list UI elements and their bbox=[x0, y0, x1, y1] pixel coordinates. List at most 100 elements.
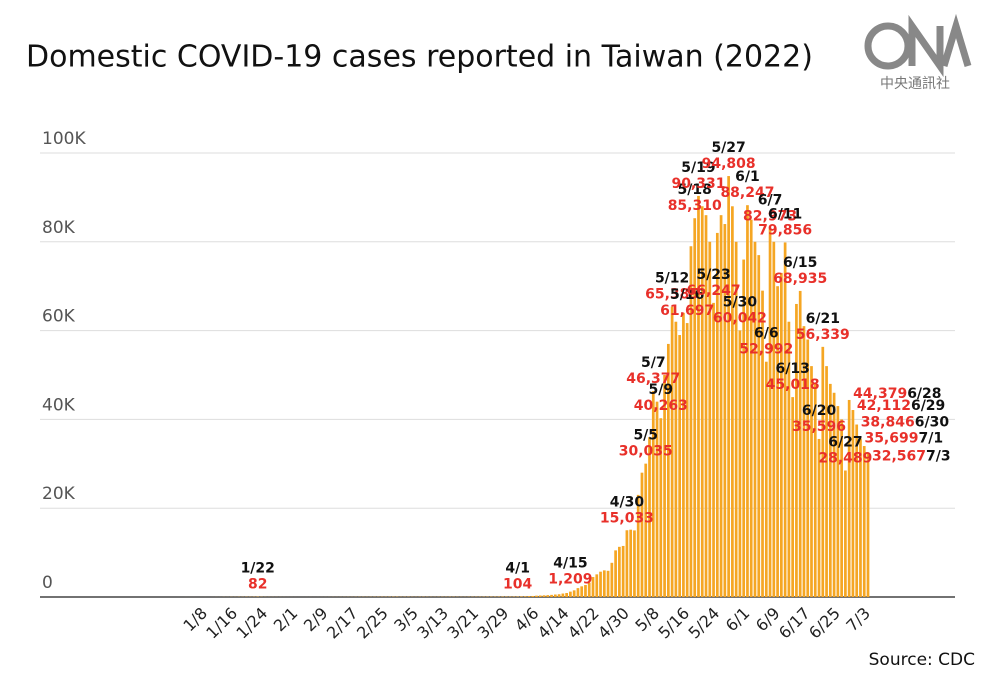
bar bbox=[810, 366, 813, 597]
bar bbox=[569, 591, 572, 597]
value-label: 85,310 bbox=[668, 198, 722, 214]
date-label: 1/22 bbox=[241, 561, 275, 577]
bar bbox=[866, 452, 870, 597]
bar bbox=[584, 585, 587, 597]
date-label: 5/27 bbox=[711, 140, 745, 156]
bar bbox=[700, 206, 704, 597]
value-label: 42,112 bbox=[857, 398, 911, 414]
date-label: 5/7 bbox=[641, 355, 666, 371]
value-label: 52,992 bbox=[739, 342, 793, 358]
date-label: 6/13 bbox=[775, 361, 809, 377]
bar bbox=[844, 470, 847, 597]
value-label: 60,042 bbox=[713, 310, 767, 326]
value-label: 68,935 bbox=[773, 271, 827, 287]
bar bbox=[587, 582, 591, 597]
value-label: 45,018 bbox=[766, 377, 820, 393]
bar bbox=[561, 593, 565, 597]
value-label: 15,033 bbox=[600, 510, 654, 526]
bar bbox=[723, 224, 727, 598]
y-tick-label: 100K bbox=[42, 129, 86, 149]
y-tick-label: 0 bbox=[42, 573, 53, 593]
bar bbox=[576, 588, 580, 597]
bar bbox=[813, 383, 817, 597]
date-label: 5/30 bbox=[723, 294, 758, 310]
value-label: 104 bbox=[503, 577, 532, 593]
date-label: 5/19 bbox=[681, 160, 715, 176]
bar bbox=[859, 438, 862, 597]
y-tick-label: 20K bbox=[42, 484, 76, 504]
bar bbox=[678, 335, 682, 597]
date-label: 7/3 bbox=[926, 448, 951, 464]
bar bbox=[780, 272, 783, 597]
bar bbox=[682, 312, 685, 597]
bar bbox=[553, 594, 557, 597]
bar bbox=[746, 205, 749, 597]
bar bbox=[542, 595, 546, 597]
bar bbox=[836, 406, 840, 597]
bar bbox=[753, 241, 757, 598]
bar bbox=[749, 219, 753, 597]
bar bbox=[712, 302, 715, 597]
bar bbox=[693, 218, 697, 597]
bar bbox=[546, 595, 550, 597]
date-label: 6/21 bbox=[806, 311, 840, 327]
bar bbox=[655, 401, 659, 597]
bar bbox=[851, 410, 855, 597]
bar bbox=[644, 463, 648, 597]
date-label: 5/18 bbox=[678, 182, 712, 198]
bar bbox=[610, 562, 614, 597]
value-label: 46,377 bbox=[626, 371, 680, 387]
source: Source: CDC bbox=[869, 650, 975, 670]
bar bbox=[663, 375, 666, 597]
bar bbox=[832, 392, 836, 597]
bar bbox=[629, 529, 633, 597]
bar bbox=[738, 330, 742, 597]
bar bbox=[685, 323, 689, 597]
value-label: 88,247 bbox=[720, 185, 774, 201]
date-label: 6/27 bbox=[828, 435, 862, 451]
bar bbox=[708, 241, 712, 598]
bar bbox=[625, 530, 629, 597]
value-label: 40,263 bbox=[634, 398, 688, 414]
value-label: 38,846 bbox=[861, 415, 915, 431]
bar bbox=[806, 339, 810, 597]
bar bbox=[787, 321, 791, 597]
value-label: 82 bbox=[248, 577, 267, 593]
y-tick-label: 80K bbox=[42, 218, 76, 238]
date-label: 6/6 bbox=[754, 326, 779, 342]
bar bbox=[557, 594, 561, 597]
bar bbox=[802, 326, 806, 597]
bar bbox=[783, 242, 787, 597]
date-label: 6/20 bbox=[802, 403, 837, 419]
value-label: 35,699 bbox=[864, 430, 918, 446]
bar bbox=[731, 206, 734, 597]
value-label: 61,697 bbox=[660, 303, 714, 319]
bar bbox=[531, 595, 535, 597]
date-label: 4/15 bbox=[553, 556, 587, 572]
value-label: 90,331 bbox=[671, 176, 725, 192]
value-label: 94,808 bbox=[702, 156, 756, 172]
bar bbox=[715, 232, 719, 598]
bar bbox=[757, 255, 761, 597]
bar bbox=[727, 176, 730, 597]
value-label: 1,209 bbox=[548, 572, 592, 588]
bar bbox=[670, 306, 674, 597]
bar bbox=[840, 419, 843, 597]
logo: 中央通訊社 bbox=[864, 13, 972, 92]
bar bbox=[621, 545, 625, 597]
bar bbox=[817, 438, 821, 597]
bar bbox=[828, 383, 832, 597]
date-label: 6/1 bbox=[735, 169, 760, 185]
bar bbox=[550, 594, 553, 597]
bar bbox=[764, 361, 768, 597]
date-label: 6/30 bbox=[915, 415, 950, 431]
bar bbox=[618, 546, 621, 597]
date-label: 5/9 bbox=[649, 382, 674, 398]
bar bbox=[614, 550, 617, 597]
value-label: 35,596 bbox=[792, 419, 846, 435]
bar bbox=[855, 424, 859, 597]
bar bbox=[599, 571, 602, 597]
bar bbox=[651, 391, 655, 597]
value-label: 79,856 bbox=[758, 222, 812, 238]
